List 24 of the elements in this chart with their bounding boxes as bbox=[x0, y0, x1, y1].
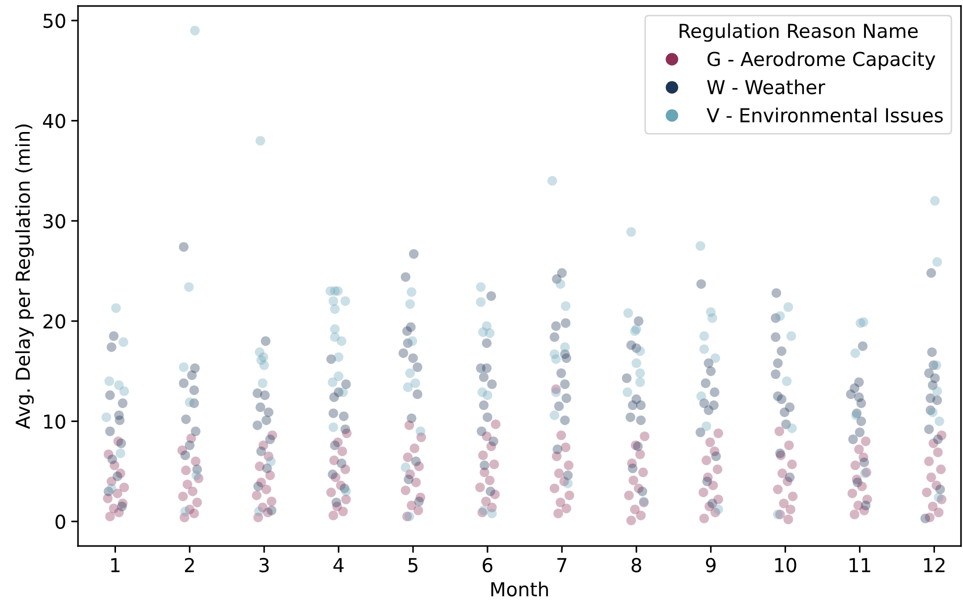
x-tick-label: 12 bbox=[924, 558, 944, 572]
y-tick-label: 50 bbox=[44, 14, 66, 28]
y-tick-label: 10 bbox=[44, 414, 66, 429]
x-tick-label: 5 bbox=[408, 558, 418, 572]
y-tick-label: 30 bbox=[44, 214, 66, 228]
legend-title: Regulation Reason Name bbox=[680, 23, 918, 42]
x-tick-label: 9 bbox=[706, 558, 716, 572]
legend-label: W - Weather bbox=[707, 80, 826, 94]
y-axis-title: Avg. Delay per Regulation (min) bbox=[15, 124, 34, 429]
y-tick-label: 0 bbox=[56, 514, 66, 530]
y-tick-label: 40 bbox=[43, 114, 66, 128]
legend-label: V - Environmental Issues bbox=[706, 108, 943, 122]
x-tick-label: 6 bbox=[482, 558, 492, 572]
x-tick-label: 1 bbox=[111, 558, 120, 572]
y-tick-label: 20 bbox=[43, 314, 66, 329]
x-tick-label: 2 bbox=[184, 558, 194, 572]
x-tick-label: 10 bbox=[775, 558, 796, 572]
x-tick-label: 11 bbox=[850, 558, 870, 572]
legend-label: G - Aerodrome Capacity bbox=[708, 51, 936, 70]
x-tick-label: 4 bbox=[333, 558, 344, 572]
x-tick-label: 7 bbox=[557, 558, 566, 572]
x-axis-title: Month bbox=[491, 582, 548, 596]
x-tick-label: 3 bbox=[259, 558, 269, 572]
x-tick-label: 8 bbox=[632, 558, 642, 572]
